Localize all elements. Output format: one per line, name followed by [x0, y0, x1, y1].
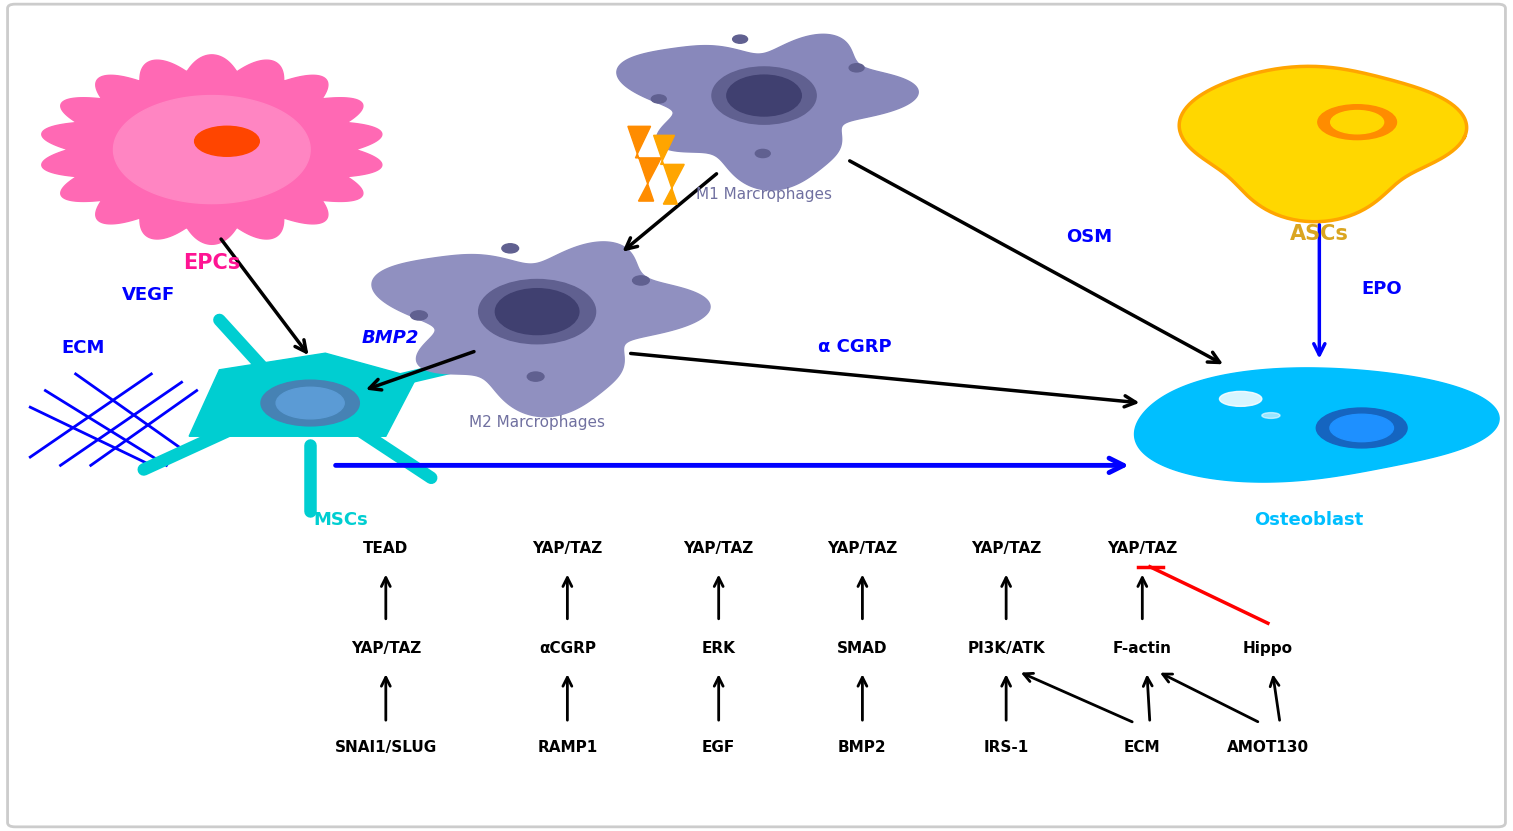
Ellipse shape [195, 126, 259, 156]
Ellipse shape [275, 387, 345, 419]
Circle shape [632, 276, 649, 285]
Circle shape [528, 372, 545, 381]
Text: SNAI1/SLUG: SNAI1/SLUG [334, 740, 437, 755]
Ellipse shape [1316, 408, 1407, 448]
Text: PI3K/ATK: PI3K/ATK [967, 641, 1045, 656]
Polygon shape [113, 96, 310, 204]
Text: M1 Marcrophages: M1 Marcrophages [696, 187, 832, 202]
Text: YAP/TAZ: YAP/TAZ [533, 541, 602, 556]
Circle shape [849, 64, 864, 72]
Circle shape [495, 288, 579, 335]
Text: YAP/TAZ: YAP/TAZ [971, 541, 1041, 556]
Text: TEAD: TEAD [363, 541, 409, 556]
Circle shape [732, 35, 747, 43]
Circle shape [713, 67, 816, 124]
Text: EPCs: EPCs [183, 253, 241, 273]
Circle shape [478, 279, 596, 344]
Text: ECM: ECM [1124, 740, 1160, 755]
Text: ASCs: ASCs [1291, 224, 1348, 244]
Text: BMP2: BMP2 [838, 740, 887, 755]
Text: OSM: OSM [1067, 228, 1112, 246]
Text: YAP/TAZ: YAP/TAZ [1108, 541, 1177, 556]
Polygon shape [1179, 66, 1466, 222]
Ellipse shape [1219, 391, 1262, 406]
Polygon shape [1135, 368, 1499, 482]
Ellipse shape [1331, 111, 1383, 134]
Text: YAP/TAZ: YAP/TAZ [684, 541, 753, 556]
Text: EGF: EGF [702, 740, 735, 755]
Circle shape [755, 150, 770, 158]
Ellipse shape [1318, 105, 1396, 140]
Text: ECM: ECM [62, 339, 104, 357]
Text: MSCs: MSCs [313, 511, 368, 529]
Circle shape [410, 311, 427, 320]
Text: IRS-1: IRS-1 [983, 740, 1029, 755]
Text: F-actin: F-actin [1114, 641, 1171, 656]
Circle shape [502, 243, 519, 253]
FancyBboxPatch shape [8, 4, 1505, 827]
Text: AMOT130: AMOT130 [1227, 740, 1309, 755]
Text: RAMP1: RAMP1 [537, 740, 598, 755]
Text: YAP/TAZ: YAP/TAZ [828, 541, 897, 556]
Text: SMAD: SMAD [837, 641, 888, 656]
Text: BMP2: BMP2 [362, 329, 419, 347]
Ellipse shape [1330, 415, 1393, 442]
Text: Hippo: Hippo [1242, 641, 1294, 656]
Text: α CGRP: α CGRP [819, 337, 891, 356]
Text: VEGF: VEGF [121, 286, 176, 304]
Text: αCGRP: αCGRP [539, 641, 596, 656]
Polygon shape [372, 242, 710, 416]
Circle shape [726, 75, 802, 116]
Polygon shape [189, 353, 416, 436]
Polygon shape [617, 34, 918, 190]
Polygon shape [628, 126, 661, 201]
Text: EPO: EPO [1362, 280, 1403, 298]
Polygon shape [42, 55, 381, 244]
Text: ERK: ERK [702, 641, 735, 656]
Ellipse shape [260, 380, 360, 425]
Text: Osteoblast: Osteoblast [1254, 511, 1363, 529]
Text: M2 Marcrophages: M2 Marcrophages [469, 416, 605, 430]
Text: YAP/TAZ: YAP/TAZ [351, 641, 421, 656]
Circle shape [651, 95, 666, 103]
Ellipse shape [1262, 412, 1280, 419]
Polygon shape [654, 135, 684, 204]
